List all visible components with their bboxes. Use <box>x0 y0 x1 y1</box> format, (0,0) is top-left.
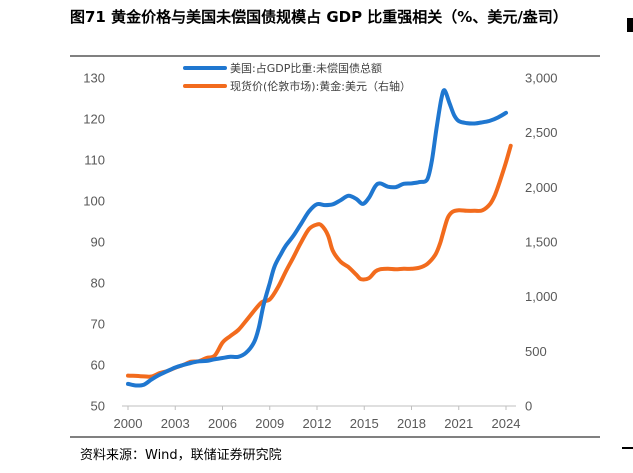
right-tick-label: 3,000 <box>525 71 558 86</box>
x-tick-label: 2006 <box>208 416 237 431</box>
chart-title: 图71 黄金价格与美国未偿国债规模占 GDP 比重强相关（%、美元/盎司） <box>70 8 568 26</box>
right-tick-label: 0 <box>525 399 532 414</box>
left-tick-label: 70 <box>91 317 105 332</box>
x-tick-label: 2003 <box>161 416 190 431</box>
x-tick-label: 2009 <box>255 416 284 431</box>
cropped-edge-fragment <box>627 18 633 32</box>
right-tick-label: 2,000 <box>525 180 558 195</box>
right-tick-label: 2,500 <box>525 125 558 140</box>
x-tick-label: 2018 <box>397 416 426 431</box>
left-tick-label: 60 <box>91 358 105 373</box>
x-tick-label: 2012 <box>303 416 332 431</box>
left-tick-label: 110 <box>84 153 105 168</box>
left-tick-label: 100 <box>83 194 105 209</box>
x-tick-label: 2024 <box>492 416 521 431</box>
x-axis-ticks: 2000 2003 2006 2009 2012 2015 2018 2021 2024 <box>114 406 521 431</box>
left-axis-ticks: 50 60 70 80 90 100 110 120 130 <box>83 71 105 414</box>
series-line-gold-price <box>126 143 513 379</box>
series-layer <box>126 88 513 388</box>
right-tick-label: 1,000 <box>525 289 558 304</box>
left-tick-label: 130 <box>83 71 105 86</box>
left-tick-label: 120 <box>83 112 105 127</box>
series-line-debt-to-gdp <box>126 88 508 388</box>
x-tick-label: 2021 <box>444 416 473 431</box>
left-tick-label: 90 <box>91 235 105 250</box>
source-note: 资料来源：Wind，联储证券研究院 <box>80 448 282 463</box>
cropped-edge-fragment-bottom <box>622 447 633 449</box>
left-tick-label: 50 <box>91 399 105 414</box>
right-axis-ticks: 0 500 1,000 1,500 2,000 2,500 3,000 <box>525 71 558 414</box>
left-tick-label: 80 <box>91 276 105 291</box>
right-tick-label: 500 <box>525 344 547 359</box>
x-tick-label: 2000 <box>114 416 143 431</box>
right-tick-label: 1,500 <box>525 235 558 250</box>
x-tick-label: 2015 <box>350 416 379 431</box>
legend-label: 现货价(伦敦市场):黄金:美元（右轴） <box>230 79 411 93</box>
legend-label: 美国:占GDP比重:未偿国债总额 <box>230 61 382 75</box>
